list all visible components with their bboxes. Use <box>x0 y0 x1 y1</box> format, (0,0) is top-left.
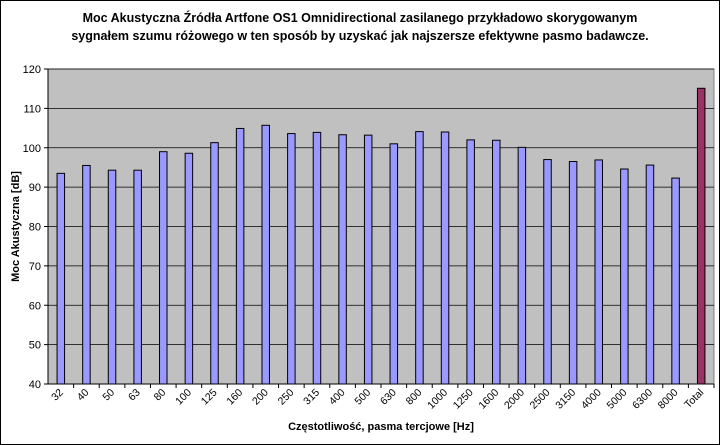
bar <box>415 131 424 385</box>
bar <box>645 164 655 385</box>
y-tick-label: 50 <box>29 340 41 352</box>
x-tick-label: 1600 <box>476 387 501 412</box>
x-tick-label: 315 <box>301 387 322 408</box>
y-tick-label: 80 <box>29 222 41 234</box>
bar <box>210 142 219 385</box>
x-tick-label: 200 <box>250 387 271 408</box>
x-tick-label: 63 <box>126 387 143 404</box>
y-tick-label: 60 <box>29 300 41 312</box>
x-tick-label: 160 <box>224 387 245 408</box>
x-tick-label: 1000 <box>425 387 450 412</box>
x-tick-label: 125 <box>199 387 220 408</box>
bar <box>133 169 142 385</box>
bar <box>287 133 296 385</box>
chart-title-line-2: sygnałem szumu różowego w ten sposób by … <box>71 29 649 43</box>
bar <box>466 139 475 385</box>
y-tick-label: 110 <box>23 103 41 115</box>
bar <box>56 172 66 385</box>
bar <box>620 168 629 385</box>
x-tick-label: 800 <box>404 387 425 408</box>
x-tick-label: Total <box>682 387 706 411</box>
x-tick-label: 2500 <box>528 387 553 412</box>
x-tick-label: 32 <box>49 387 66 404</box>
x-axis-title: Częstotliwość, pasma tercjowe [Hz] <box>288 421 474 433</box>
bar <box>235 127 245 385</box>
x-tick-label: 250 <box>276 387 297 408</box>
x-tick-label: 1250 <box>451 387 476 412</box>
x-tick-label: 80 <box>152 387 169 404</box>
bar <box>440 131 450 385</box>
x-tick-label: 6300 <box>630 387 655 412</box>
y-tick-label: 120 <box>23 64 41 76</box>
bar <box>363 134 373 385</box>
bar <box>492 139 501 385</box>
x-tick-label: 2000 <box>502 387 527 412</box>
y-tick-label: 100 <box>23 143 41 155</box>
bar <box>159 151 168 385</box>
x-tick-label: 500 <box>352 387 373 408</box>
x-tick-label: 8000 <box>656 387 681 412</box>
bar <box>107 169 117 385</box>
bar <box>389 143 399 385</box>
x-tick-label: 100 <box>173 387 194 408</box>
bar <box>594 159 603 385</box>
chart-title-line-1: Moc Akustyczna Źródła Artfone OS1 Omnidi… <box>82 11 638 25</box>
bar <box>671 177 680 385</box>
bar <box>338 134 347 385</box>
x-tick-label: 40 <box>75 387 92 404</box>
x-tick-label: 4000 <box>579 387 604 412</box>
bar <box>261 124 270 385</box>
y-tick-label: 70 <box>29 261 41 273</box>
bar-total <box>696 87 706 385</box>
x-tick-label: 630 <box>378 387 399 408</box>
bar <box>312 131 322 385</box>
x-tick-label: 5000 <box>604 387 629 412</box>
x-tick-label: 50 <box>100 387 117 404</box>
x-tick-label: 400 <box>327 387 348 408</box>
bar <box>184 152 194 385</box>
bar <box>568 161 578 385</box>
y-tick-label: 40 <box>29 379 41 391</box>
x-tick-label: 3150 <box>553 387 578 412</box>
y-tick-label: 90 <box>29 182 41 194</box>
bar <box>82 164 91 385</box>
bar <box>517 146 527 385</box>
bar <box>543 159 552 385</box>
y-axis-title: Moc Akustyczna [dB] <box>10 171 22 282</box>
